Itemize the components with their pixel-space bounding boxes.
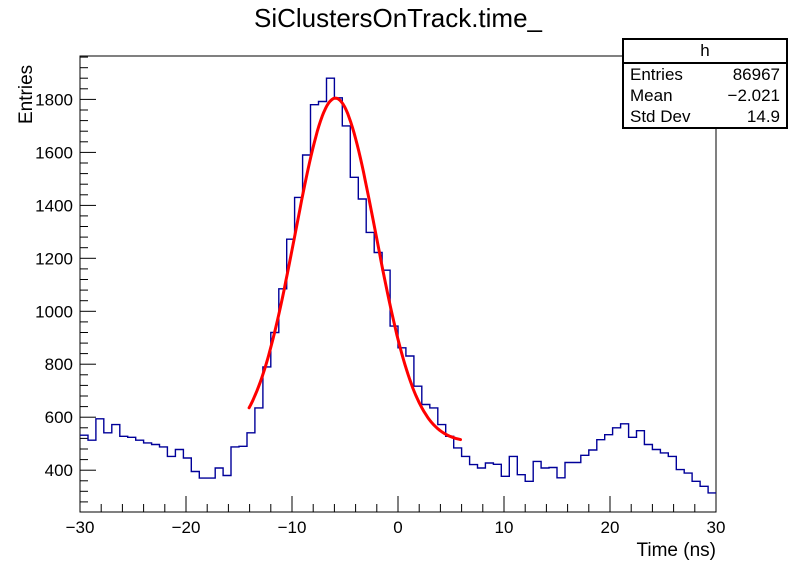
svg-text:20: 20 xyxy=(601,518,620,537)
stats-row-stddev: Std Dev 14.9 xyxy=(624,106,786,127)
svg-text:−30: −30 xyxy=(66,518,95,537)
stats-box-title: h xyxy=(624,40,786,64)
stats-row-mean: Mean −2.021 xyxy=(624,85,786,106)
svg-text:1000: 1000 xyxy=(35,302,73,321)
stats-value: 14.9 xyxy=(746,107,780,126)
chart-title: SiClustersOnTrack.time_ xyxy=(254,3,542,33)
svg-text:−20: −20 xyxy=(172,518,201,537)
stats-label: Std Dev xyxy=(630,107,691,126)
svg-text:400: 400 xyxy=(45,461,73,480)
svg-text:800: 800 xyxy=(45,355,73,374)
svg-text:−10: −10 xyxy=(278,518,307,537)
y-axis-title: Entries xyxy=(16,64,37,124)
svg-text:30: 30 xyxy=(707,518,726,537)
stats-value: −2.021 xyxy=(727,86,780,105)
x-axis-title: Time (ns) xyxy=(636,540,716,561)
svg-text:1200: 1200 xyxy=(35,249,73,268)
svg-text:10: 10 xyxy=(495,518,514,537)
stats-label: Mean xyxy=(630,86,673,105)
stats-label: Entries xyxy=(630,65,683,84)
svg-text:1600: 1600 xyxy=(35,143,73,162)
stats-row-entries: Entries 86967 xyxy=(624,64,786,85)
svg-text:1400: 1400 xyxy=(35,196,73,215)
stats-value: 86967 xyxy=(732,65,780,84)
svg-text:600: 600 xyxy=(45,408,73,427)
stats-box: h Entries 86967 Mean −2.021 Std Dev 14.9 xyxy=(622,38,788,129)
svg-text:0: 0 xyxy=(393,518,402,537)
svg-text:1800: 1800 xyxy=(35,90,73,109)
